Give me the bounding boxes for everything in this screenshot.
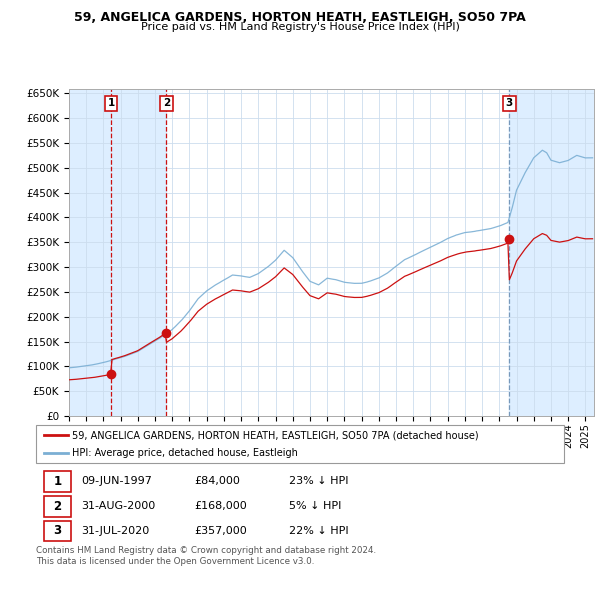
- Text: 59, ANGELICA GARDENS, HORTON HEATH, EASTLEIGH, SO50 7PA: 59, ANGELICA GARDENS, HORTON HEATH, EAST…: [74, 11, 526, 24]
- Text: 3: 3: [53, 525, 62, 537]
- Text: Contains HM Land Registry data © Crown copyright and database right 2024.
This d: Contains HM Land Registry data © Crown c…: [36, 546, 376, 566]
- Text: 23% ↓ HPI: 23% ↓ HPI: [289, 477, 349, 486]
- Text: 2: 2: [53, 500, 62, 513]
- FancyBboxPatch shape: [44, 520, 71, 542]
- Text: 31-JUL-2020: 31-JUL-2020: [81, 526, 149, 536]
- Text: Price paid vs. HM Land Registry's House Price Index (HPI): Price paid vs. HM Land Registry's House …: [140, 22, 460, 32]
- FancyBboxPatch shape: [44, 471, 71, 492]
- Text: 09-JUN-1997: 09-JUN-1997: [81, 477, 152, 486]
- Text: £84,000: £84,000: [194, 477, 240, 486]
- Bar: [69, 88, 111, 416]
- Text: 1: 1: [107, 99, 115, 108]
- Text: 5% ↓ HPI: 5% ↓ HPI: [289, 502, 342, 511]
- FancyBboxPatch shape: [44, 496, 71, 517]
- Text: 3: 3: [506, 99, 513, 108]
- Bar: [509, 88, 594, 416]
- Text: 31-AUG-2000: 31-AUG-2000: [81, 502, 155, 511]
- Text: 1: 1: [53, 475, 62, 488]
- Text: HPI: Average price, detached house, Eastleigh: HPI: Average price, detached house, East…: [72, 448, 298, 458]
- Bar: [111, 88, 166, 416]
- Text: 22% ↓ HPI: 22% ↓ HPI: [289, 526, 349, 536]
- Text: £357,000: £357,000: [194, 526, 247, 536]
- FancyBboxPatch shape: [36, 425, 564, 463]
- Text: 59, ANGELICA GARDENS, HORTON HEATH, EASTLEIGH, SO50 7PA (detached house): 59, ANGELICA GARDENS, HORTON HEATH, EAST…: [72, 430, 479, 440]
- Text: 2: 2: [163, 99, 170, 108]
- Text: £168,000: £168,000: [194, 502, 247, 511]
